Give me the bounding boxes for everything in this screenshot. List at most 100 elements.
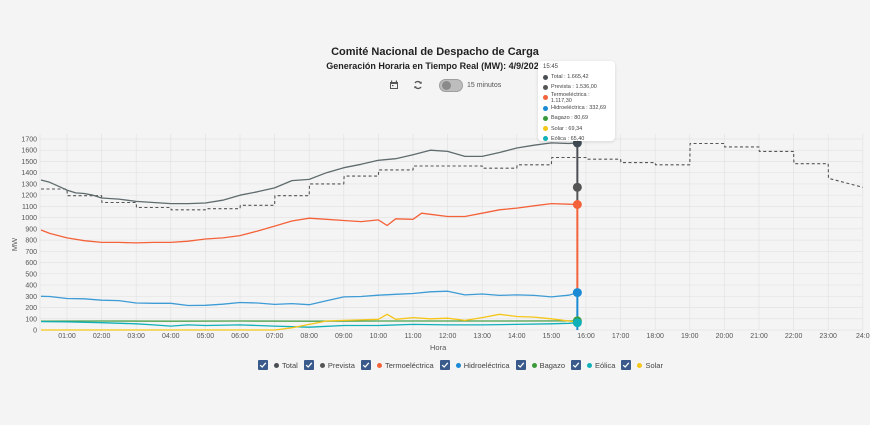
checkmark-icon	[305, 362, 313, 368]
refresh-icon[interactable]	[411, 78, 425, 92]
y-tick-label: 300	[25, 294, 37, 301]
legend-label: Total	[282, 360, 298, 370]
y-tick-label: 100	[25, 316, 37, 323]
legend-item[interactable]: Eólica	[571, 360, 615, 370]
x-tick-label: 04:00	[162, 333, 180, 340]
series-dot-icon	[543, 136, 548, 142]
tooltip-row-label: Eólica : 65,40	[551, 135, 585, 142]
x-tick-label: 19:00	[681, 333, 699, 340]
hover-marker-hidro	[572, 288, 582, 298]
series-line-total	[40, 142, 578, 205]
legend-label: Bagazo	[539, 360, 565, 370]
x-tick-label: 16:00	[577, 333, 595, 340]
x-tick-label: 10:00	[370, 333, 388, 340]
tooltip-row-label: Hidroeléctrica : 332,69	[551, 105, 607, 112]
hover-marker-termo	[572, 200, 582, 210]
tooltip-row: Solar : 69,34	[543, 123, 610, 133]
series-lines	[40, 142, 863, 331]
tooltip-time: 15:45	[543, 64, 559, 70]
y-tick-label: 600	[25, 260, 37, 267]
x-tick-label: 08:00	[300, 333, 318, 340]
legend-checkbox[interactable]	[515, 360, 526, 370]
series-dot-icon	[543, 115, 548, 121]
x-tick-label: 15:00	[543, 333, 561, 340]
legend-dot-icon	[319, 362, 325, 368]
legend-item[interactable]: Prevista	[303, 360, 355, 370]
tooltip-row-label: Prevista : 1.536,00	[551, 84, 597, 91]
x-tick-label: 02:00	[93, 333, 111, 340]
tooltip-row: Termoeléctrica : 1.117,30	[543, 91, 610, 104]
checkmark-icon	[441, 362, 448, 368]
y-tick-label: 1600	[21, 148, 37, 155]
series-dot-icon	[543, 95, 548, 101]
series-line-termoelectrica	[40, 202, 578, 244]
legend-checkbox[interactable]	[621, 360, 632, 370]
x-tick-label: 05:00	[197, 333, 215, 340]
toggle-knob	[442, 81, 451, 90]
y-tick-label: 700	[25, 249, 37, 256]
hover-marker-eolica	[572, 318, 582, 328]
y-tick-label: 1500	[21, 159, 37, 166]
legend-item[interactable]: Solar	[621, 360, 663, 370]
x-tick-label: 21:00	[750, 333, 768, 340]
chart-subtitle: Generación Horaria en Tiempo Real (MW): …	[326, 61, 544, 71]
grid	[39, 134, 864, 331]
hover-tooltip: 15:45 Total : 1.665,42 Prevista : 1.536,0…	[538, 61, 615, 142]
y-axis-ticks: 0 100 200 300 400 500 600 700 800 900 1000 1100 1200…	[21, 137, 37, 335]
interval-toggle[interactable]	[439, 78, 463, 92]
checkmark-icon	[572, 362, 580, 368]
y-tick-label: 1300	[21, 181, 37, 188]
y-tick-label: 1200	[21, 193, 37, 200]
series-line-solar	[41, 313, 578, 331]
legend-dot-icon	[376, 362, 382, 368]
legend-dot-icon	[587, 362, 592, 368]
legend-item[interactable]: Hidroeléctrica	[439, 360, 510, 370]
x-tick-label: 17:00	[612, 333, 630, 340]
tooltip-row-label: Bagazo : 80,69	[551, 115, 589, 122]
series-line-prevista	[41, 142, 863, 211]
legend-dot-icon	[637, 362, 643, 368]
x-axis-label: Hora	[430, 343, 447, 352]
x-tick-label: 22:00	[785, 333, 803, 340]
series-dot-icon	[543, 105, 548, 111]
y-tick-label: 400	[25, 283, 37, 290]
legend-checkbox[interactable]	[303, 360, 314, 370]
x-tick-label: 24:0	[856, 333, 870, 340]
series-dot-icon	[543, 126, 548, 132]
legend-dot-icon	[274, 362, 279, 368]
tooltip-row: Total : 1.665,42	[543, 72, 610, 82]
legend-label: Prevista	[327, 360, 355, 370]
tooltip-row: Bagazo : 80,69	[543, 113, 610, 123]
series-line-hidroelectrica	[40, 290, 578, 307]
calendar-icon[interactable]	[387, 78, 401, 92]
legend-checkbox[interactable]	[258, 360, 268, 370]
y-tick-label: 200	[25, 305, 37, 312]
legend-item[interactable]: Total	[258, 360, 298, 370]
legend-checkbox[interactable]	[439, 360, 450, 370]
chart-controls: 15 minutos	[387, 77, 501, 93]
x-tick-label: 11:00	[405, 333, 422, 340]
x-tick-label: 03:00	[127, 333, 145, 340]
x-tick-label: 18:00	[646, 333, 664, 340]
series-dot-icon	[543, 74, 548, 80]
legend-label: Termoeléctrica	[384, 360, 434, 370]
tooltip-row: Prevista : 1.536,00	[543, 82, 610, 92]
legend-label: Eólica	[595, 360, 616, 370]
x-tick-label: 07:00	[266, 333, 284, 340]
legend-item[interactable]: Bagazo	[515, 360, 565, 370]
y-tick-label: 1400	[21, 170, 37, 177]
x-tick-label: 20:00	[716, 333, 734, 340]
legend-checkbox[interactable]	[360, 360, 371, 370]
tooltip-row-label: Termoeléctrica : 1.117,30	[550, 91, 590, 104]
x-tick-label: 06:00	[231, 333, 249, 340]
x-tick-label: 09:00	[335, 333, 353, 340]
legend-checkbox[interactable]	[571, 360, 581, 370]
y-tick-label: 1100	[22, 204, 37, 211]
x-tick-label: 01:00	[58, 333, 76, 340]
y-tick-label: 0	[33, 328, 37, 335]
y-tick-label: 900	[25, 226, 37, 233]
legend-item[interactable]: Termoeléctrica	[360, 360, 434, 370]
tooltip-row: Hidroeléctrica : 332,69	[543, 103, 610, 113]
checkmark-icon	[623, 362, 630, 368]
